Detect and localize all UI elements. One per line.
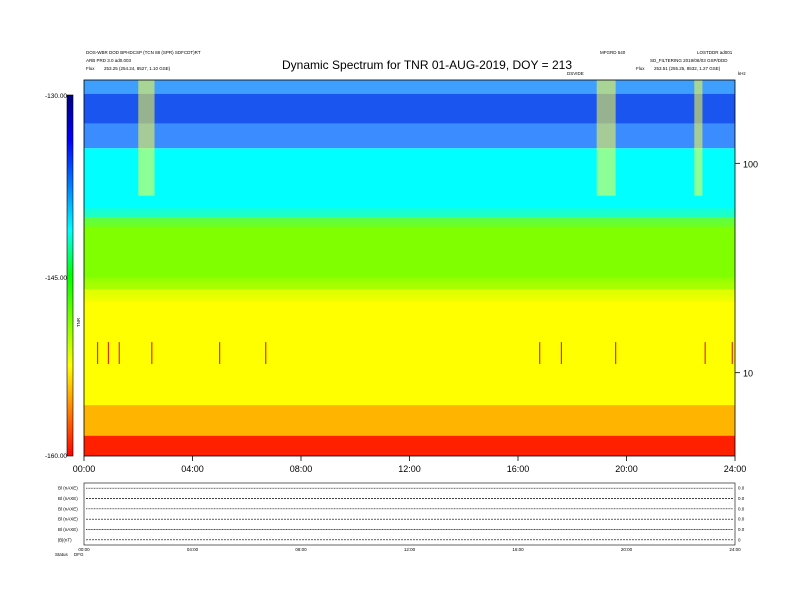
header-flux-value-right: 253.51 (255.25, 8532, 1.27 GSE) [654,66,721,71]
panel-x-tick-label-2: 08:00 [295,547,307,552]
panel-label-2: Bl (nAXE) [58,506,78,511]
panel-right-value-5: 0 [738,537,741,542]
panel-right-value-4: 0.0 [738,527,745,532]
frequency-band-5 [84,289,735,406]
header-flux-value-left: 253.25 (254.24, 8527, 1.10 GSE) [104,66,171,71]
colorbar-min-label: -160.00 [45,453,68,460]
panels-frame [83,482,736,546]
burst-2 [694,80,703,196]
frequency-band-4 [84,217,735,290]
panel-right-value-2: 0.0 [738,506,745,511]
panel-right-value-0: 0.0 [738,486,745,491]
y-tick-label-1: 100 [743,159,758,169]
panel-label-1: Bl (nAXE) [58,496,78,501]
x-tick-label-0: 00:00 [73,464,96,474]
event-marker-label: DSVIDE [567,71,584,76]
status-value: DFG [74,552,84,557]
header-flux-label-right: Flux [636,66,645,71]
header-line-1: DOS-WBR DOD BPHDCSP (TCN 88 (SPR) SDFCDT… [86,50,201,55]
colorbar-mid-label: -145.00 [45,275,68,282]
burst-1 [596,80,616,196]
panel-x-tick-label-0: 00:00 [78,547,90,552]
frequency-band-1 [84,93,735,124]
panel-x-tick-label-1: 04:00 [187,547,199,552]
x-tick-label-2: 08:00 [290,464,313,474]
spectrogram-area [83,79,736,457]
colorbar-max-label: -130.00 [45,93,68,100]
band-transition-yellow [84,279,735,300]
panel-label-4: Bl (nAXE) [58,527,78,532]
axis-corner-label: kHz [738,71,746,76]
header-line-2: ARB PRD 3.0 ad0.003 [86,58,132,63]
x-tick-label-5: 20:00 [615,464,638,474]
frequency-band-2 [84,123,735,149]
x-tick-label-3: 12:00 [398,464,421,474]
frequency-band-0 [84,80,735,94]
frequency-band-6 [84,405,735,436]
burst-0 [138,80,155,196]
header-top-right-2: LOSTDDR ad001 [697,50,733,55]
panel-label-0: Bl (nAXE) [58,486,78,491]
header-line-2-right: SD_FILTERING 2019/08/03 GSP/DDD [650,58,728,63]
frequency-band-7 [84,435,735,456]
panel-x-tick-label-5: 20:00 [621,547,633,552]
colorbar [66,94,74,457]
header-top-right-1: MFGRD 540 [600,50,626,55]
band-transition-green [84,209,735,226]
x-axis-ticks: 00:00 04:00 08:00 12:00 16:00 20:00 24:00 [73,456,747,474]
x-tick-label-1: 04:00 [181,464,204,474]
y-axis-ticks: 10 100 [735,159,758,379]
panel-label-5: |B|(nT) [58,537,72,542]
panel-right-value-3: 0.0 [738,517,745,522]
frequency-band-3 [84,148,735,218]
panel-right-value-1: 0.0 [738,496,745,501]
x-tick-label-6: 24:00 [724,464,747,474]
x-tick-label-4: 16:00 [507,464,530,474]
header-flux-label-left: Flux [86,66,95,71]
y-tick-label-0: 10 [743,369,753,379]
status-label: Status [55,552,68,557]
panel-x-tick-label-3: 12:00 [404,547,416,552]
panel-x-tick-label-4: 16:00 [512,547,524,552]
time-series-panels: Bl (nAXE) 0.0 Bl (nAXE) 0.0 Bl (nAXE) 0.0 Bl (… [58,482,745,552]
panel-label-3: Bl (nAXE) [58,517,78,522]
panel-x-tick-label-6: 24:00 [729,547,741,552]
chart-title: Dynamic Spectrum for TNR 01-AUG-2019, DO… [282,58,573,72]
